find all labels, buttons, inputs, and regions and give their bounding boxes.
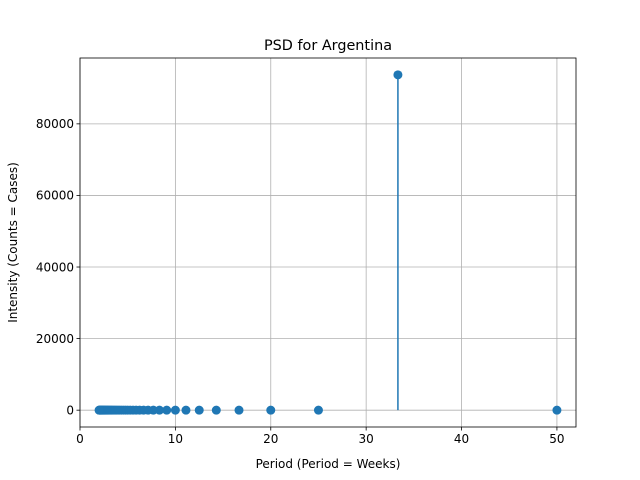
x-tick-label: 20 bbox=[263, 432, 278, 446]
y-tick-label: 60000 bbox=[36, 189, 74, 203]
data-point bbox=[313, 405, 323, 415]
data-points bbox=[94, 70, 562, 415]
chart-title: PSD for Argentina bbox=[264, 38, 392, 54]
data-point bbox=[194, 405, 204, 415]
data-point bbox=[234, 405, 244, 415]
y-tick-label: 0 bbox=[66, 403, 74, 417]
y-tick-label: 80000 bbox=[36, 117, 74, 131]
x-axis-label: Period (Period = Weeks) bbox=[256, 457, 401, 471]
x-axis-ticks: 0 10 20 30 40 50 bbox=[76, 427, 565, 446]
data-point bbox=[162, 405, 172, 415]
y-tick-label: 20000 bbox=[36, 332, 74, 346]
data-point bbox=[181, 405, 191, 415]
x-tick-label: 30 bbox=[359, 432, 374, 446]
plot-frame bbox=[79, 57, 577, 428]
y-axis-label: Intensity (Counts = Cases) bbox=[6, 162, 20, 323]
data-point bbox=[552, 405, 562, 415]
data-point bbox=[393, 70, 403, 80]
x-tick-label: 10 bbox=[168, 432, 183, 446]
grid-layer bbox=[79, 58, 576, 427]
y-axis-ticks: 0 20000 40000 60000 80000 bbox=[36, 117, 80, 417]
data-point bbox=[94, 405, 104, 415]
data-point bbox=[170, 405, 180, 415]
data-point bbox=[211, 405, 221, 415]
x-tick-label: 50 bbox=[549, 432, 564, 446]
y-tick-label: 40000 bbox=[36, 260, 74, 274]
data-point bbox=[266, 405, 276, 415]
x-tick-label: 40 bbox=[454, 432, 469, 446]
x-tick-label: 0 bbox=[76, 432, 84, 446]
